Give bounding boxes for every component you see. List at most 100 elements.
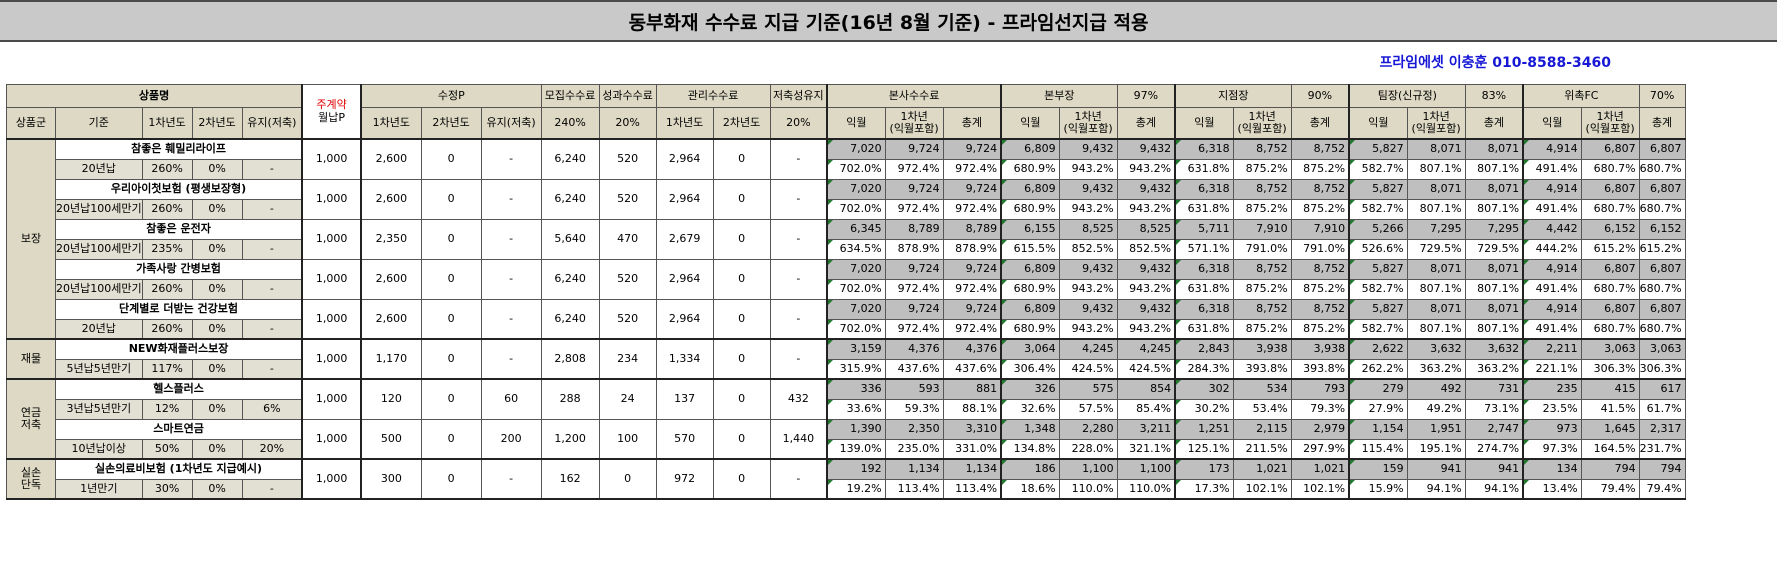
commission-amount: 8,071 [1464,258,1524,280]
commission-rate: 61.7% [1638,398,1686,420]
commission-amount: 4,245 [1116,338,1176,360]
commission-amount: 6,345 [826,218,886,240]
perf-fee: 520 [598,138,657,180]
commission-amount: 941 [1406,458,1466,480]
commission-amount: 4,914 [1522,298,1582,320]
commission-amount: 9,432 [1058,298,1118,320]
commission-amount: 8,752 [1232,298,1292,320]
commission-rate: 615.2% [1638,238,1686,260]
main-contract-monthly: 1,000 [301,298,362,340]
commission-rate: 424.5% [1116,358,1176,380]
commission-amount: 9,432 [1116,138,1176,160]
commission-rate: 634.5% [826,238,886,260]
commission-amount: 9,724 [884,298,944,320]
savings-maint: - [769,218,828,260]
sub-total: 총계 [1290,107,1350,140]
commission-rate: 943.2% [1058,318,1118,340]
mgmt-fee-year1: 2,964 [655,258,714,300]
commission-amount: 6,155 [1000,218,1060,240]
commission-rate: 807.1% [1406,318,1466,340]
commission-amount: 2,622 [1348,338,1408,360]
commission-amount: 1,390 [826,418,886,440]
recruit-fee: 6,240 [540,178,600,220]
commission-rate: 13.4% [1522,478,1582,500]
commission-amount: 8,071 [1464,138,1524,160]
commission-amount: 9,724 [884,258,944,280]
commission-amount: 3,064 [1000,338,1060,360]
commission-rate: 680.9% [1000,278,1060,300]
commission-amount: 854 [1116,378,1176,400]
product-year2-rate: 0% [191,478,243,500]
commission-rate: 73.1% [1464,398,1524,420]
product-row-top: 연금 저축 헬스플러스 1,000 120 0 60 288 24 137 0 432 336 593 88… [6,378,1686,460]
sub-perf-pct: 20% [598,107,657,140]
sub-year1-incl: 1차년 (익월포함) [1232,107,1292,140]
commission-amount: 3,063 [1638,338,1686,360]
sub-year1-incl: 1차년 (익월포함) [1580,107,1640,140]
commission-rate: 943.2% [1116,198,1176,220]
commission-amount: 4,376 [942,338,1002,360]
mgmt-fee-year1: 1,334 [655,338,714,380]
commission-rate: 875.2% [1232,318,1292,340]
commission-amount: 8,789 [942,218,1002,240]
sub-total: 총계 [1116,107,1176,140]
recruit-fee: 1,200 [540,418,600,460]
commission-rate: 680.9% [1000,318,1060,340]
main-contract-monthly: 1,000 [301,418,362,460]
commission-amount: 3,938 [1290,338,1350,360]
commission-amount: 9,432 [1116,178,1176,200]
commission-amount: 1,348 [1000,418,1060,440]
commission-rate: 875.2% [1290,278,1350,300]
mgmt-fee-year1: 2,964 [655,178,714,220]
mgmt-fee-year1: 137 [655,378,714,420]
savings-maint: - [769,338,828,380]
commission-amount: 3,632 [1406,338,1466,360]
commission-rate: 807.1% [1406,158,1466,180]
commission-rate: 875.2% [1232,198,1292,220]
header-fc-pct: 70% [1638,84,1686,108]
commission-amount: 4,245 [1058,338,1118,360]
product-row-top: 가족사랑 간병보험 1,000 2,600 0-6,240 520 2,964 0-7,02… [7,258,1686,300]
sub-next-month: 익월 [1348,107,1408,140]
commission-amount: 8,525 [1116,218,1176,240]
sujeong-p-year1: 2,600 [360,298,422,340]
header-perf-fee: 성과수수료 [598,84,657,108]
mgmt-fee-year2: 0 [712,378,771,420]
commission-rate: 875.2% [1232,158,1292,180]
commission-rate: 15.9% [1348,478,1408,500]
main-contract-monthly: 1,000 [301,178,362,220]
commission-rate: 102.1% [1232,478,1292,500]
mgmt-fee-year2: 0 [712,138,771,180]
commission-rate: 110.0% [1116,478,1176,500]
commission-rate: 491.4% [1522,198,1582,220]
commission-rate: 211.5% [1232,438,1292,460]
commission-amount: 1,100 [1116,458,1176,480]
commission-amount: 6,807 [1580,138,1640,160]
commission-amount: 8,071 [1406,138,1466,160]
commission-rate: 315.9% [826,358,886,380]
product-year1-rate: 260% [141,318,193,340]
commission-rate: 615.5% [1000,238,1060,260]
product-row-bottom: 3년납5년만기 12% 0% 6% 33.6% 59.3% 88.1% 32.6% 57.5% 8… [7,398,1686,420]
commission-amount: 1,251 [1174,418,1234,440]
mgmt-fee-year2: 0 [712,458,771,500]
sujeong-p-year2: 0 [420,378,482,420]
commission-amount: 9,724 [942,258,1002,280]
commission-rate: 729.5% [1464,238,1524,260]
commission-rate: 680.7% [1580,278,1640,300]
commission-amount: 8,752 [1290,258,1350,280]
commission-rate: 791.0% [1232,238,1292,260]
product-year1-rate: 50% [141,438,193,460]
commission-rate: 297.9% [1290,438,1350,460]
mgmt-fee-year2: 0 [712,298,771,340]
commission-amount: 5,827 [1348,178,1408,200]
commission-amount: 5,827 [1348,138,1408,160]
commission-amount: 6,807 [1638,258,1686,280]
product-maint-rate: - [241,358,303,380]
recruit-fee: 6,240 [540,138,600,180]
product-maint-rate: - [241,238,303,260]
sujeong-p-year2: 0 [420,338,482,380]
commission-amount: 186 [1000,458,1060,480]
sujeong-p-year2: 0 [420,218,482,260]
commission-amount: 3,159 [826,338,886,360]
